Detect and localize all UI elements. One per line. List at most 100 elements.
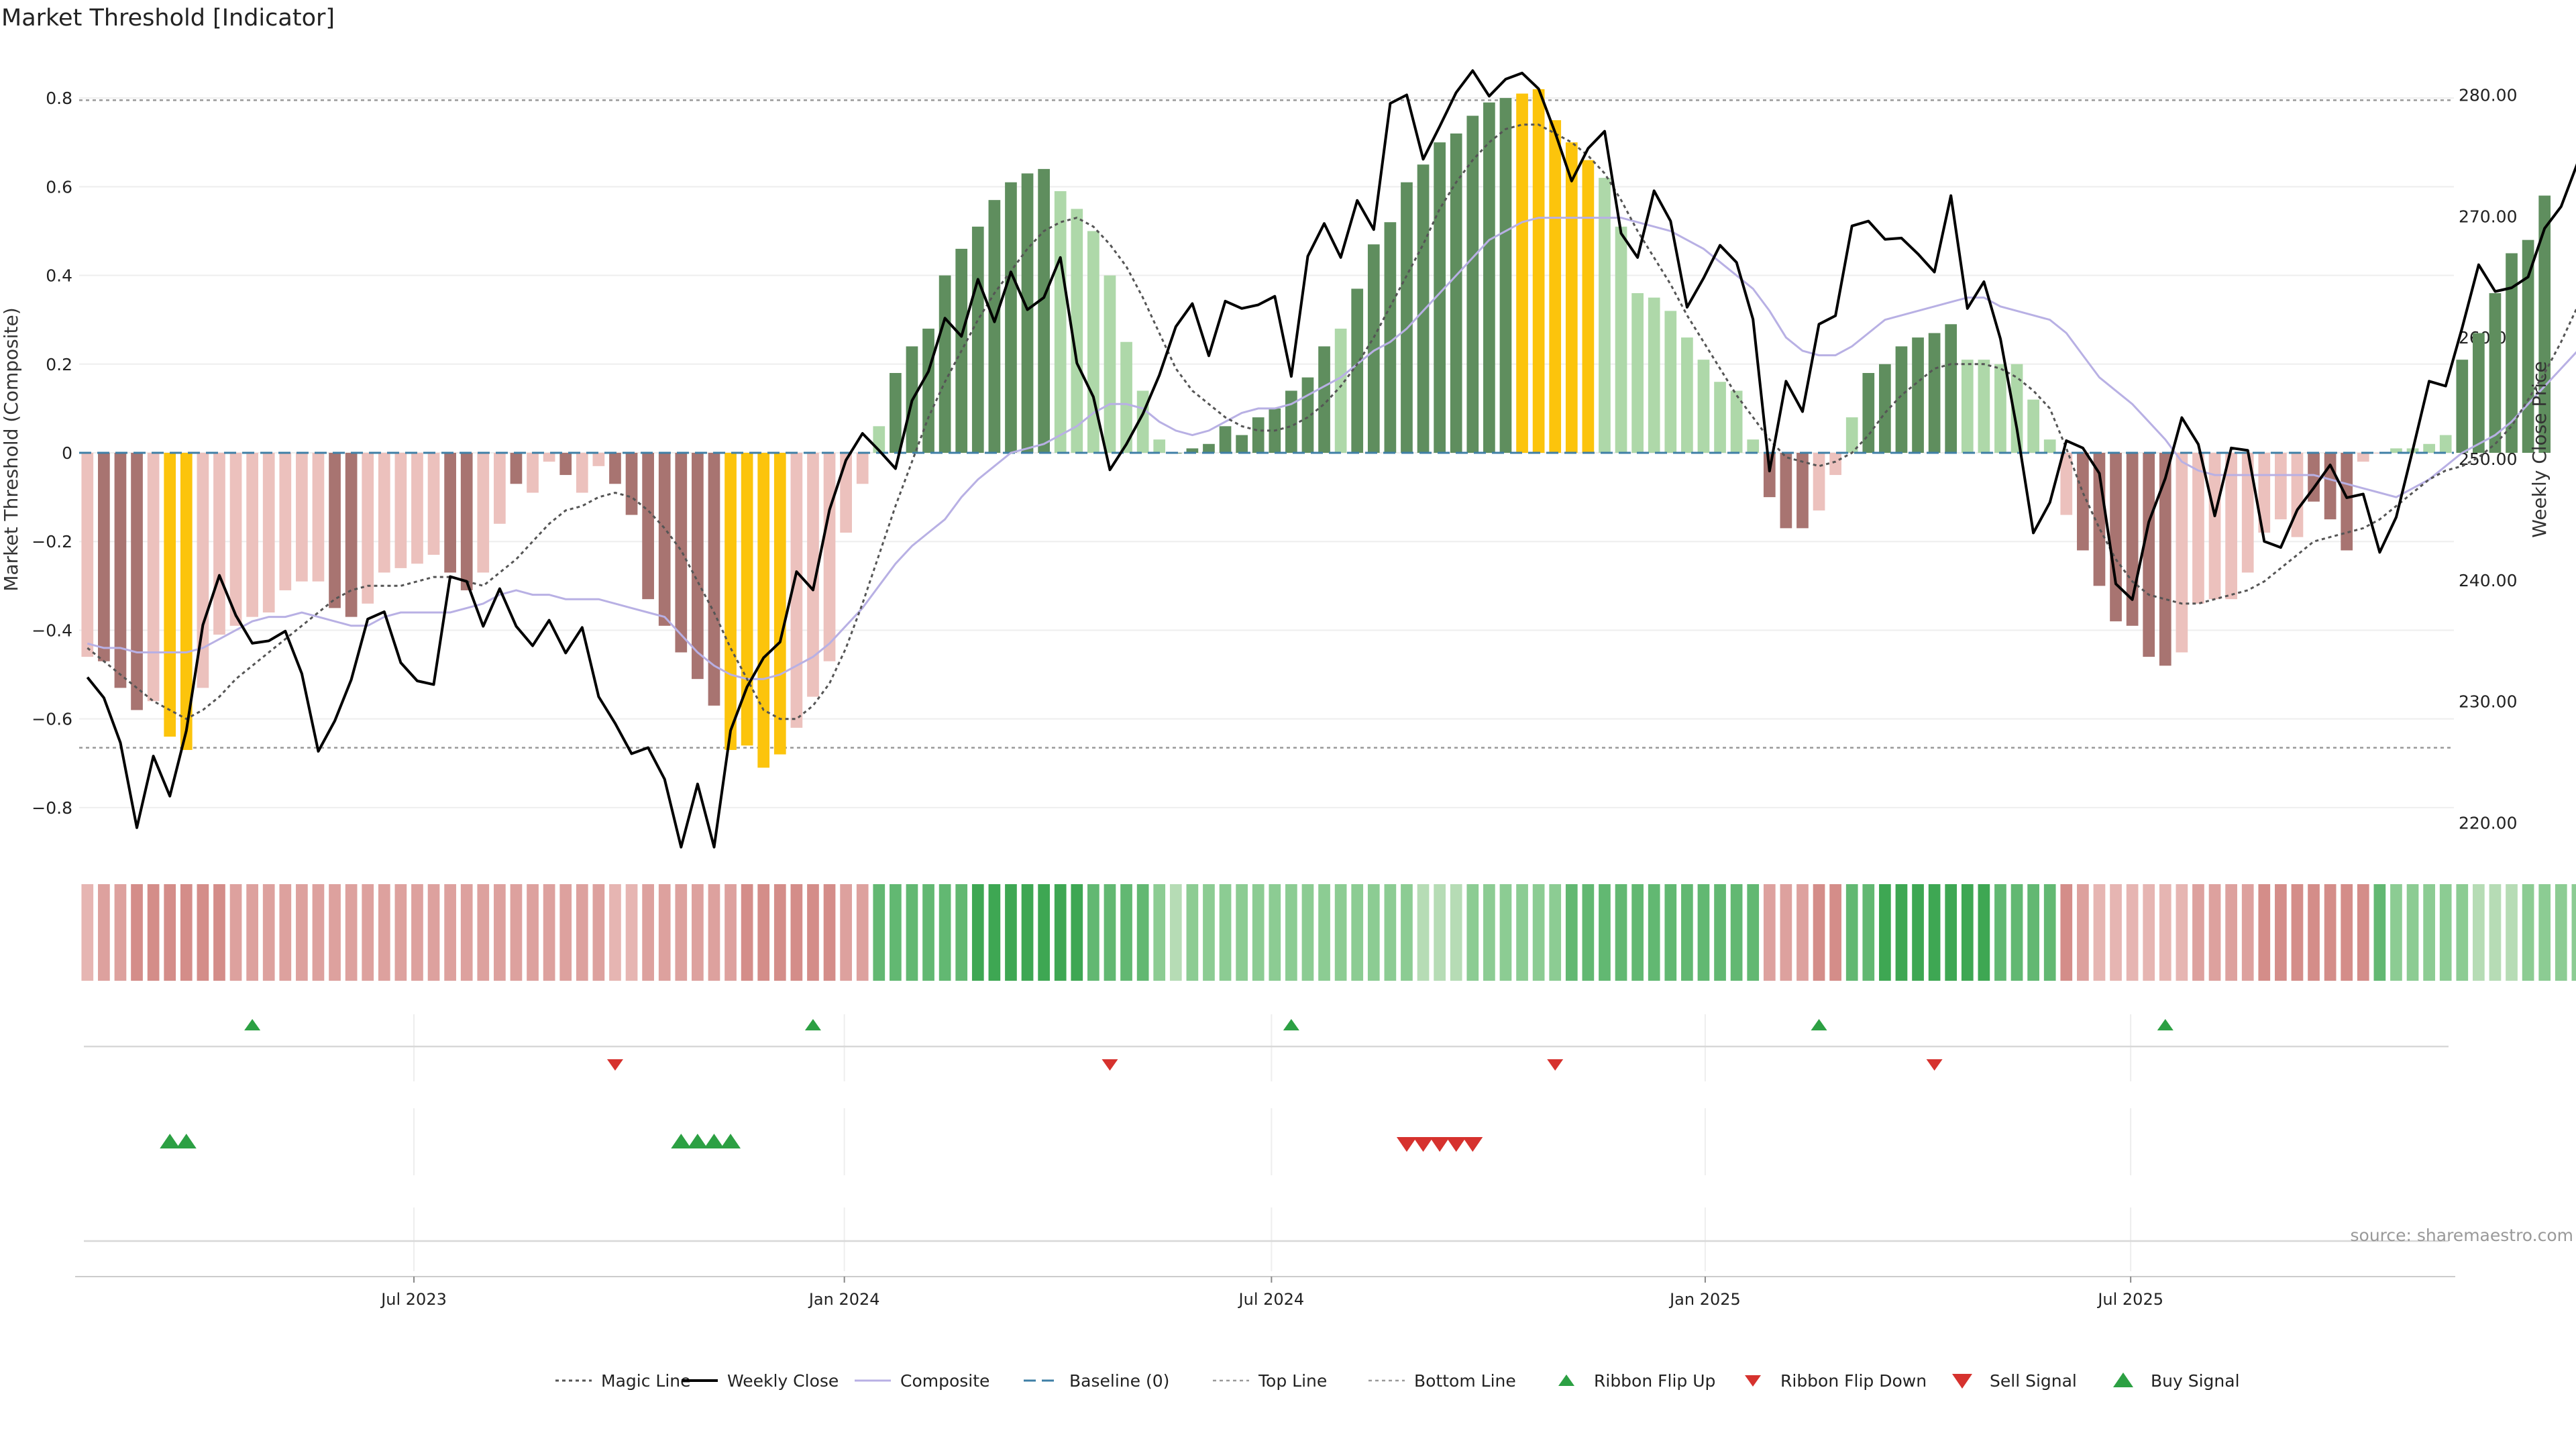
composite-bar: [1038, 168, 1050, 453]
ribbon-cell: [131, 884, 143, 981]
composite-bar: [1434, 142, 1446, 453]
x-tick-label: Jul 2025: [2096, 1290, 2163, 1309]
composite-bar: [246, 453, 258, 617]
y2-axis-label: Weekly Close Price: [2528, 361, 2551, 537]
ribbon-cell: [609, 884, 621, 981]
composite-bar: [658, 453, 671, 626]
ribbon-cell: [427, 884, 440, 981]
legend-label: Bottom Line: [1414, 1371, 1516, 1391]
legend: Magic Line Weekly Close Composite Baseline …: [555, 1371, 2240, 1391]
composite-bar: [1994, 364, 2006, 453]
ribbon-cell: [329, 884, 341, 981]
legend-label: Ribbon Flip Down: [1780, 1371, 1927, 1391]
buy-signal-marker: [720, 1134, 741, 1148]
ribbon-cell: [229, 884, 242, 981]
y-tick-label: −0.8: [32, 798, 72, 818]
composite-bar: [543, 453, 555, 462]
composite-bar: [345, 453, 358, 617]
ribbon-cell: [362, 884, 374, 981]
ribbon-cell: [394, 884, 407, 981]
ribbon-cell: [2176, 884, 2188, 981]
composite-bar: [362, 453, 374, 604]
composite-bar: [1483, 102, 1495, 453]
ribbon-cell: [1483, 884, 1495, 981]
composite-panel: 0.8 0.6 0.4 0.2 0 −0.2 −0.4 −0.6 −0.8 280.00 270.0…: [32, 69, 2576, 849]
composite-bar: [2060, 453, 2073, 515]
chart-title: Market Threshold [Indicator]: [1, 5, 335, 32]
composite-bar: [444, 453, 456, 573]
composite-bar: [427, 453, 440, 555]
composite-bar: [1862, 373, 1875, 453]
composite-bar: [1565, 142, 1578, 453]
y-tick-label: −0.4: [32, 621, 72, 640]
composite-bar: [81, 453, 94, 657]
ribbon-cell: [1879, 884, 1891, 981]
composite-bar: [2241, 453, 2254, 573]
buy-signal-marker: [160, 1134, 180, 1148]
ribbon-cell: [2027, 884, 2039, 981]
composite-bar: [1252, 417, 1265, 453]
composite-bar: [2341, 453, 2353, 551]
ribbon-cell: [658, 884, 671, 981]
y-tick-label: 0.2: [46, 355, 72, 374]
ribbon-cell: [2225, 884, 2237, 981]
ribbon-cell: [1120, 884, 1132, 981]
composite-bar: [2192, 453, 2204, 604]
ribbon-cell: [2275, 884, 2287, 981]
ribbon-cell: [1252, 884, 1265, 981]
ribbon-cell: [2341, 884, 2353, 981]
ribbon-flip-up-marker: [1811, 1019, 1827, 1030]
ribbon-cell: [444, 884, 456, 981]
ribbon-cell: [1054, 884, 1067, 981]
signal-panel: [160, 1108, 2132, 1175]
composite-bar: [1549, 120, 1562, 453]
composite-bar: [592, 453, 605, 466]
ribbon-cell: [1021, 884, 1034, 981]
composite-bar: [971, 226, 984, 453]
composite-bar: [2357, 453, 2369, 462]
ribbon-cell: [494, 884, 506, 981]
ribbon-cell: [906, 884, 918, 981]
composite-bar: [1747, 439, 1760, 453]
ribbon-cell: [2506, 884, 2518, 981]
ribbon-cell: [1631, 884, 1644, 981]
composite-bar: [164, 453, 176, 737]
composite-bar: [2390, 448, 2402, 453]
ribbon-cell: [2241, 884, 2254, 981]
ribbon-cell: [2060, 884, 2073, 981]
ribbon-cell: [1136, 884, 1149, 981]
legend-item: Weekly Close: [682, 1371, 839, 1391]
composite-bar: [1450, 133, 1462, 453]
ribbon-cell: [724, 884, 737, 981]
ribbon-cell: [1978, 884, 1990, 981]
ribbon-cell: [938, 884, 951, 981]
composite-bar: [1912, 337, 1924, 453]
ribbon-cell: [971, 884, 984, 981]
composite-bar: [1648, 297, 1660, 453]
ribbon-cell: [1169, 884, 1182, 981]
composite-bar: [1285, 390, 1297, 453]
legend-item: Composite: [855, 1371, 989, 1391]
composite-bar: [1417, 164, 1430, 453]
ribbon-cell: [1780, 884, 1792, 981]
ribbon-cell: [2126, 884, 2139, 981]
ribbon-cell: [790, 884, 803, 981]
ribbon-cell: [1648, 884, 1660, 981]
composite-bar: [329, 453, 341, 608]
composite-bar: [2506, 253, 2518, 453]
ribbon-cell: [2143, 884, 2155, 981]
ribbon-cell: [1747, 884, 1760, 981]
x-axis: Jul 2023 Jan 2024 Jul 2024 Jan 2025 Jul 2025: [75, 1208, 2455, 1309]
composite-bar: [296, 453, 308, 582]
legend-item: Ribbon Flip Up: [1558, 1371, 1715, 1391]
composite-bar: [1532, 89, 1545, 453]
composite-bar: [2110, 453, 2122, 622]
ribbon-flip-panel: [84, 1014, 2449, 1081]
composite-bar: [856, 453, 869, 484]
ribbon-cell: [378, 884, 390, 981]
composite-bar: [675, 453, 688, 653]
ribbon-cell: [477, 884, 490, 981]
ribbon-cell: [2291, 884, 2304, 981]
ribbon-cell: [1153, 884, 1166, 981]
